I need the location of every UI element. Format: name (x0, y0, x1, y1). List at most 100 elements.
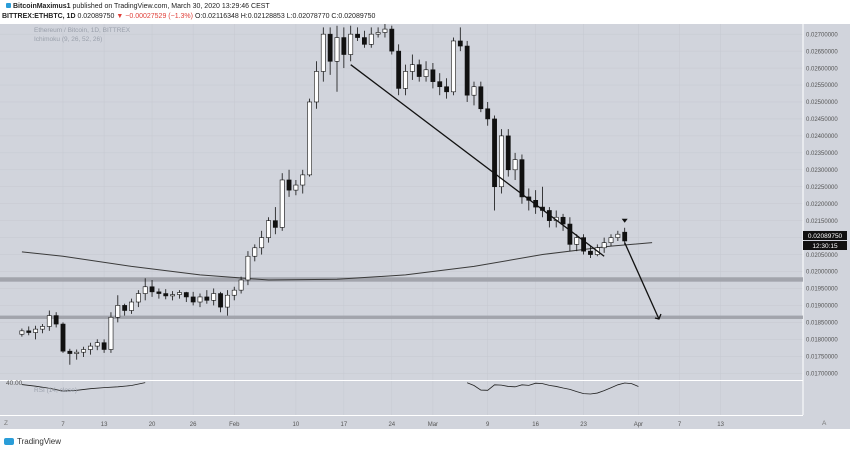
x-tick-label: 23 (580, 422, 587, 428)
symbol-line: BITTREX:ETHBTC, 1D 0.02089750 ▼ −0.00027… (2, 13, 375, 20)
last-price: 0.02089750 (77, 13, 115, 20)
x-tick-label: 13 (717, 422, 724, 428)
candle-bull (88, 345, 93, 350)
rsi-line (467, 382, 639, 395)
candle-bear (204, 296, 210, 301)
candle-bull (471, 86, 477, 96)
time-axis: 7 13 20 26 Feb 10 17 24 Mar 9 16 23 Apr 7 13 (61, 422, 724, 428)
y-tick-label: 0.02550000 (806, 83, 838, 89)
candle-bear (272, 220, 278, 228)
candle-bear (341, 37, 347, 55)
candle-bull (225, 294, 230, 308)
candle-bull (409, 64, 415, 72)
y-tick-label: 0.01750000 (806, 354, 838, 360)
candle-bear (485, 108, 491, 120)
candle-bull (46, 315, 52, 327)
x-tick-label: Feb (229, 422, 240, 428)
footer: TradingView (0, 431, 850, 451)
candle-bull (601, 242, 607, 249)
candle-bear (53, 315, 59, 325)
candle-bear (478, 86, 484, 110)
candle-bull (266, 220, 271, 238)
candle-bull (574, 237, 580, 245)
candle-bull (74, 351, 80, 354)
candle-bull (382, 28, 388, 33)
candle-bear (361, 37, 367, 45)
candle-bear (416, 64, 422, 77)
tradingview-icon (4, 438, 14, 445)
candle-bull (81, 349, 86, 353)
x-tick-label: Apr (634, 422, 643, 428)
corner-right[interactable]: A (822, 420, 827, 427)
candle-bear (505, 135, 511, 171)
legend-ichimoku: Ichimoku (9, 26, 52, 26) (34, 36, 103, 43)
candle-bull (348, 33, 354, 55)
candle-bear (430, 69, 436, 82)
corner-left[interactable]: Z (4, 420, 8, 427)
candlestick-chart[interactable]: 0.02700000 0.02650000 0.02600000 0.02550000… (0, 24, 850, 429)
candle-bull (142, 286, 148, 294)
x-tick-label: Mar (428, 422, 438, 428)
y-tick-label: 0.02300000 (806, 168, 838, 174)
chart-background (0, 24, 850, 429)
candle-bull (403, 71, 408, 89)
y-tick-label: 0.02500000 (806, 100, 838, 106)
x-tick-label: 26 (190, 422, 197, 428)
price-label-box (803, 231, 847, 240)
candle-bear (149, 286, 155, 293)
ohlc-values: O:0.02116348 H:0.02128853 L:0.02078770 C… (194, 13, 376, 20)
projection-line (624, 242, 660, 320)
candle-bull (245, 255, 251, 281)
price-axis: 0.02700000 0.02650000 0.02600000 0.02550000… (806, 32, 838, 377)
projection-arrowhead (654, 313, 662, 320)
candles (19, 24, 628, 365)
candle-bull (40, 326, 45, 330)
price-change: ▼ −0.00027529 (−1.3%) (116, 13, 193, 20)
candle-bear (67, 350, 73, 354)
x-tick-label: 7 (61, 422, 65, 428)
x-tick-label: 20 (149, 422, 156, 428)
candle-bear (286, 179, 292, 191)
support-zones (0, 277, 803, 319)
candle-bull (33, 328, 38, 333)
candle-bull (615, 233, 621, 238)
candle-bull (259, 237, 265, 249)
y-tick-label: 0.01900000 (806, 304, 838, 310)
trendline (350, 64, 605, 257)
candle-bull (512, 159, 518, 171)
symbol-name[interactable]: BITTREX:ETHBTC, 1D (2, 13, 76, 20)
candle-bull (320, 33, 326, 72)
candle-bear (622, 231, 628, 242)
chart-area[interactable]: 0.02700000 0.02650000 0.02600000 0.02550000… (0, 24, 850, 429)
candle-bull (135, 293, 141, 303)
candle-bull (211, 293, 217, 301)
y-tick-label: 0.01700000 (806, 371, 838, 377)
rsi-level: 40.00 (6, 380, 23, 387)
rsi-label: RSI (14, close) (34, 387, 77, 394)
y-tick-label: 0.02150000 (806, 219, 838, 225)
candle-bear (588, 250, 593, 255)
y-tick-label: 0.02050000 (806, 253, 838, 259)
candle-bull (314, 71, 319, 103)
legend-title: Ethereum / Bitcoin, 1D, BITTREX (34, 27, 131, 34)
candle-bull (293, 184, 299, 191)
candle-bear (26, 330, 32, 333)
candle-bear (444, 86, 449, 93)
candle-bull (451, 40, 456, 93)
candle-bear (581, 237, 586, 252)
y-tick-label: 0.01950000 (806, 287, 838, 293)
candle-bull (129, 301, 134, 311)
y-tick-label: 0.01850000 (806, 321, 838, 327)
candle-bear (122, 305, 128, 311)
candle-bear (519, 159, 525, 198)
x-tick-label: 9 (486, 422, 490, 428)
tradingview-logo[interactable]: TradingView (4, 437, 61, 446)
author-name[interactable]: BitcoinMaximus1 (13, 3, 71, 10)
x-tick-label: 10 (293, 422, 300, 428)
candle-bull (279, 179, 285, 228)
candle-bull (307, 101, 312, 176)
candle-bear (218, 293, 223, 308)
candle-bull (368, 33, 374, 45)
y-tick-label: 0.02400000 (806, 134, 838, 140)
candle-bull (108, 316, 114, 350)
